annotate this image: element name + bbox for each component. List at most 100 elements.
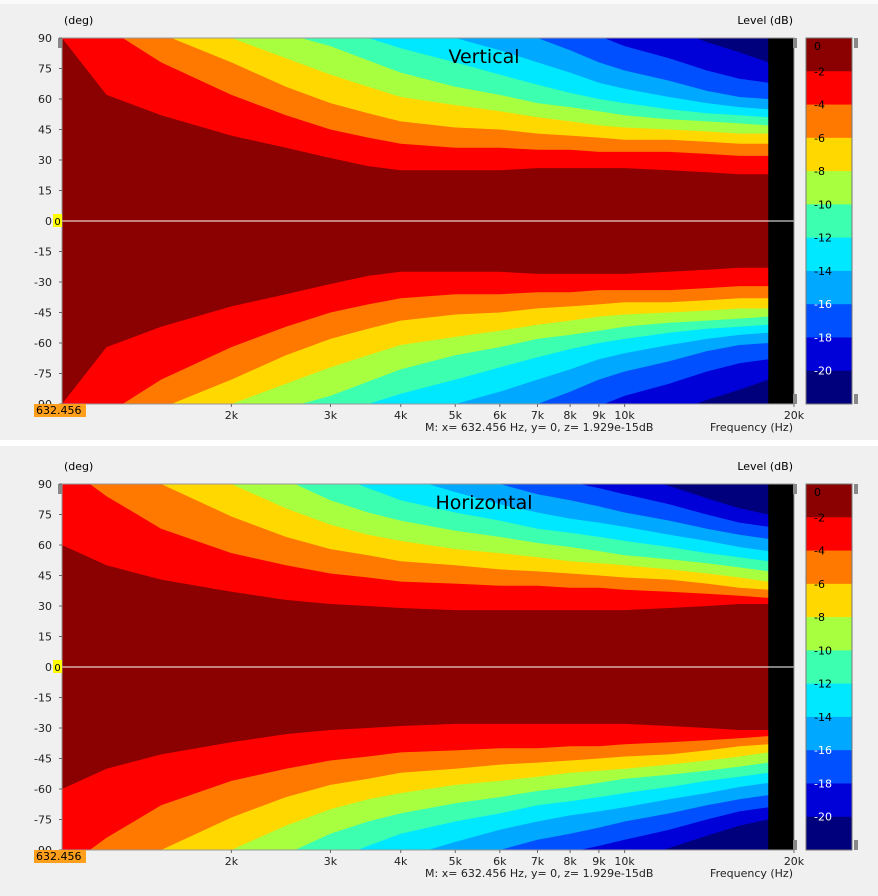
x-tick-label: 2k [225,855,239,868]
colorbar-swatch [806,617,852,651]
colorbar-swatch [806,650,852,685]
colorbar-level-label: 0 [814,40,821,53]
range-handle-top-right[interactable] [793,484,797,494]
y-tick-label: 75 [38,509,52,522]
contour-chart: (deg)9075604530150-15-30-45-60-75-9002k3… [34,14,858,434]
y-tick-label: -45 [34,753,52,766]
x-tick-label: 20k [784,855,805,868]
colorbar-swatch [806,716,852,751]
colorbar-level-label: -14 [814,711,832,724]
colorbar-level-label: -12 [814,678,832,691]
colorbar-level-label: -12 [814,232,832,245]
colorbar-level-label: -6 [814,578,825,591]
y-tick-label: 60 [38,539,52,552]
colorbar-level-label: -16 [814,744,832,757]
colorbar-level-label: -4 [814,545,825,558]
contour-band-upper-10 [661,484,794,515]
x-tick-label: 10k [614,855,635,868]
x-tick-label: 6k [493,855,507,868]
contour-bands [62,484,794,850]
contour-band-lower-10 [661,819,794,850]
colorbar-swatch [806,583,852,618]
colorbar-swatch [806,683,852,718]
colorbar-level-label: -2 [814,65,825,78]
colorbar-unit-label: Level (dB) [737,14,793,27]
x-tick-label: 2k [225,409,239,422]
range-handle-top-right[interactable] [793,38,797,48]
colorbar-border [805,483,853,851]
chart-title: Horizontal [435,492,532,514]
y-tick-label: 75 [38,63,52,76]
colorbar-swatch [806,783,852,818]
x-tick-label: 3k [324,855,338,868]
colorbar-level-label: -10 [814,198,832,211]
cursor-x-badge-label: 632.456 [36,404,82,417]
y-tick-label: -60 [34,337,52,350]
colorbar-swatch [806,304,852,338]
panel-separator [0,440,878,446]
cursor-y-badge-label: 0 [54,663,60,674]
x-tick-label: 20k [784,409,805,422]
colorbar-handle-bottom[interactable] [854,394,858,404]
x-axis-label: Frequency (Hz) [710,421,793,434]
colorbar-swatch [806,38,852,72]
y-tick-label: 30 [38,600,52,613]
colorbar-swatch [806,237,852,272]
colorbar-swatch [806,370,852,405]
colorbar-swatch [806,270,852,305]
range-handle-bottom-right[interactable] [793,394,797,404]
colorbar-swatch [806,337,852,372]
x-tick-label: 6k [493,409,507,422]
range-handle-top-left[interactable] [58,484,62,494]
colorbar-swatch [806,104,852,139]
chart-title: Vertical [448,46,519,68]
top-edge [0,0,878,4]
colorbar-border [805,37,853,405]
cursor-x-badge [34,850,86,863]
colorbar-level-label: -16 [814,298,832,311]
contour-chart: (deg)9075604530150-15-30-45-60-75-9002k3… [34,460,858,880]
horizontal-polar-map-panel[interactable]: (deg)9075604530150-15-30-45-60-75-9002k3… [0,454,862,890]
colorbar-level-label: -18 [814,778,832,791]
colorbar-level-label: -10 [814,644,832,657]
contour-bands [62,38,794,404]
x-tick-label: 10k [614,409,635,422]
y-tick-label: -30 [34,722,52,735]
y-axis-unit-label: (deg) [64,460,93,473]
range-handle-top-left[interactable] [58,38,62,48]
x-tick-label: 8k [563,855,577,868]
y-tick-label: 45 [38,124,52,137]
cursor-readout: M: x= 632.456 Hz, y= 0, z= 1.929e-15dB [425,421,653,434]
colorbar-swatch [806,137,852,172]
colorbar-swatch [806,171,852,205]
y-tick-label: 60 [38,93,52,106]
y-axis-unit-label: (deg) [64,14,93,27]
colorbar-level-label: -14 [814,265,832,278]
range-handle-bottom-right[interactable] [793,840,797,850]
colorbar-swatch [806,71,852,106]
colorbar-level-label: -8 [814,611,825,624]
y-tick-label: -15 [34,246,52,259]
colorbar-handle-bottom[interactable] [854,840,858,850]
colorbar-level-label: -2 [814,511,825,524]
x-tick-label: 7k [531,409,545,422]
colorbar-handle-top[interactable] [854,484,858,494]
y-tick-label: 30 [38,154,52,167]
x-tick-label: 9k [592,409,606,422]
x-tick-label: 8k [563,409,577,422]
vertical-polar-map-panel[interactable]: (deg)9075604530150-15-30-45-60-75-9002k3… [0,8,862,444]
cursor-x-badge-label: 632.456 [36,850,82,863]
x-axis-label: Frequency (Hz) [710,867,793,880]
cursor-y-badge [53,660,62,673]
x-tick-label: 5k [449,855,463,868]
y-tick-label: 15 [38,185,52,198]
colorbar-swatch [806,484,852,518]
y-tick-label: -60 [34,783,52,796]
y-tick-label: 0 [45,661,52,674]
x-tick-label: 4k [394,409,408,422]
colorbar-swatch [806,517,852,552]
y-tick-label: -75 [34,368,52,381]
cursor-y-badge [53,214,62,227]
colorbar-unit-label: Level (dB) [737,460,793,473]
colorbar-handle-top[interactable] [854,38,858,48]
